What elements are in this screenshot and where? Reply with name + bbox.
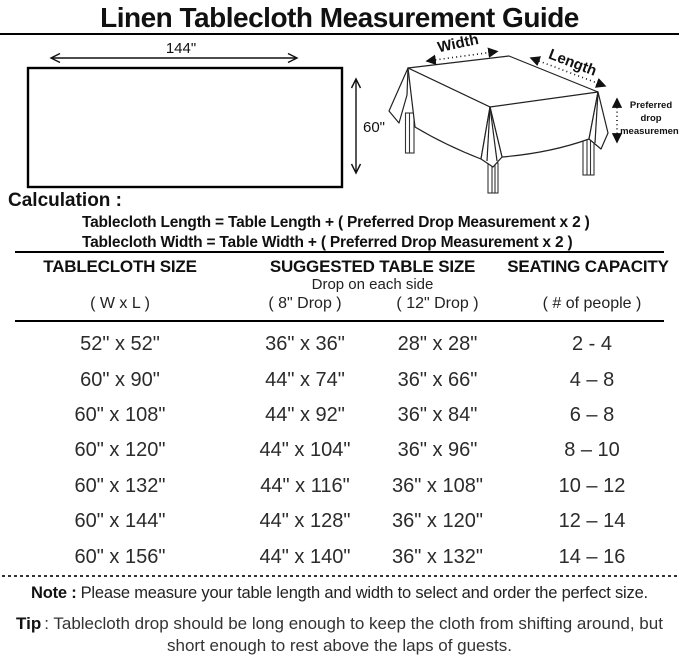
note-body: Please measure your table length and wid… [80, 584, 649, 602]
subheader-people: ( # of people ) [542, 295, 642, 312]
table-legs [404, 112, 595, 194]
height-dimension-arrow [350, 77, 362, 175]
tip-body: : Tablecloth drop should be long enough … [44, 614, 663, 655]
table-cell: 36" x 66" [397, 368, 478, 391]
bottom-dashed-divider [2, 575, 677, 577]
table-cell: 36" x 108" [392, 474, 483, 497]
drop-on-each-side-note: Drop on each side [311, 276, 434, 293]
table-cell: 10 – 12 [558, 474, 626, 497]
table-cell: 60" x 156" [74, 545, 166, 568]
tip-label: Tip [16, 614, 42, 633]
table-cell: 28" x 28" [397, 333, 478, 356]
table-cell: 12 – 14 [558, 510, 626, 533]
note-text: Note : Please measure your table length a… [0, 584, 679, 603]
table-header-rule [15, 320, 664, 322]
table-cell: 60" x 120" [74, 439, 166, 462]
table-cell: 60" x 90" [80, 368, 160, 391]
table-cell: 44" x 116" [260, 474, 350, 497]
note-label: Note : [31, 584, 77, 602]
subheader-8-drop: ( 8" Drop ) [268, 295, 342, 312]
table-cell: 60" x 132" [74, 474, 166, 497]
table-cell: 44" x 92" [265, 403, 345, 426]
svg-text:drop: drop [640, 113, 661, 124]
drop-measurement-label: Preferred drop measurement [620, 100, 679, 137]
svg-text:Preferred: Preferred [630, 100, 672, 111]
table-cell: 4 – 8 [569, 368, 615, 391]
length-formula: Tablecloth Length = Table Length + ( Pre… [82, 214, 590, 231]
table-cell: 36" x 120" [392, 510, 483, 533]
tip-text: Tip: Tablecloth drop should be long enou… [3, 613, 676, 657]
table-cell: 36" x 132" [392, 545, 483, 568]
table-cell: 44" x 104" [259, 439, 351, 462]
table-cell: 52" x 52" [80, 333, 160, 356]
width-label: Width [436, 35, 480, 56]
tablecloth-rectangle [26, 66, 344, 189]
height-dimension-label: 60" [363, 119, 385, 136]
table-cell: 44" x 140" [259, 545, 351, 568]
tablecloth-drape [388, 55, 609, 168]
column-header-seating-capacity: SEATING CAPACITY [507, 257, 669, 276]
column-header-tablecloth-size: TABLECLOTH SIZE [43, 257, 197, 276]
table-cell: 6 – 8 [569, 403, 615, 426]
svg-text:measurement: measurement [620, 126, 679, 137]
table-cell: 44" x 128" [259, 510, 351, 533]
width-arrow [425, 47, 499, 65]
table-cell: 36" x 84" [397, 403, 478, 426]
width-dimension-arrow [49, 52, 299, 64]
table-top-rule [15, 251, 664, 253]
width-formula: Tablecloth Width = Table Width + ( Prefe… [82, 234, 573, 251]
table-subheader-row: ( W x L ) ( 8" Drop ) ( 12" Drop ) ( # o… [0, 295, 679, 313]
title-divider [0, 33, 679, 35]
page-title: Linen Tablecloth Measurement Guide [100, 2, 579, 33]
table-cell: 36" x 96" [397, 439, 478, 462]
table-cell: 8 – 10 [564, 439, 620, 462]
table-cell: 36" x 36" [265, 333, 345, 356]
width-dimension-label: 144" [166, 40, 196, 57]
length-arrow [529, 56, 607, 88]
table-illustration: Width Length Preferred drop measurement [388, 35, 679, 194]
dimension-arrows [425, 47, 623, 144]
column-header-suggested-table-size: SUGGESTED TABLE SIZE [269, 257, 476, 276]
size-table-body: 52" x 52" 36" x 36" 28" x 28" 2 - 4 60" … [0, 327, 679, 575]
table-cell: 60" x 144" [74, 510, 166, 533]
flat-tablecloth-diagram: 144" 60" [26, 40, 385, 189]
subheader-wxl: ( W x L ) [90, 295, 150, 312]
calculation-heading: Calculation : [8, 190, 123, 211]
table-cell: 14 – 16 [558, 545, 626, 568]
table-cell: 60" x 108" [74, 403, 166, 426]
subheader-12-drop: ( 12" Drop ) [396, 295, 479, 312]
table-cell: 2 - 4 [571, 333, 613, 356]
table-cell: 44" x 74" [265, 368, 345, 391]
